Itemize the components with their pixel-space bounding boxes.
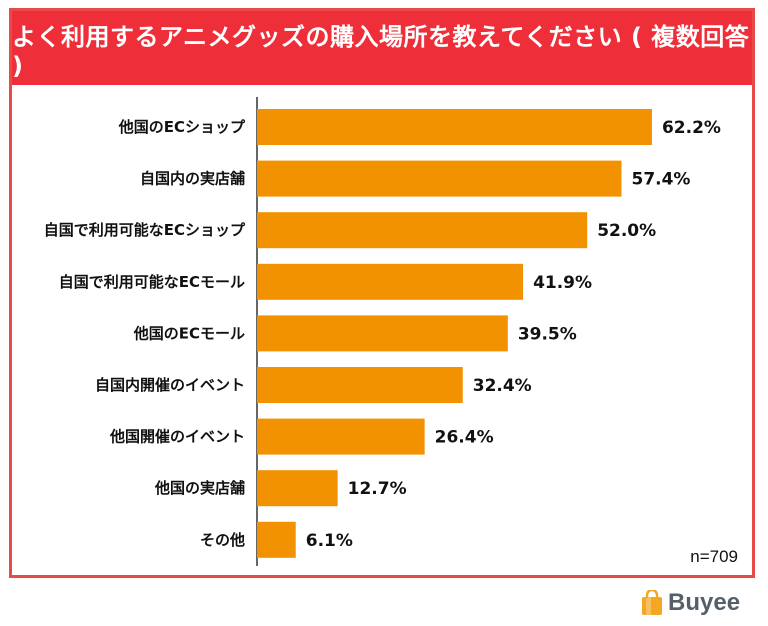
value-label: 12.7% xyxy=(348,479,407,499)
bar xyxy=(257,418,425,455)
bar xyxy=(257,367,463,403)
category-label: 他国のECモール xyxy=(133,324,245,342)
category-label: 他国の実店舗 xyxy=(154,479,245,497)
category-label: 他国のECショップ xyxy=(118,118,246,136)
bar xyxy=(257,521,296,558)
value-label: 57.4% xyxy=(631,170,690,190)
category-label: 自国で利用可能なECモール xyxy=(59,273,245,291)
sample-size-note: n=709 xyxy=(690,547,738,566)
bar xyxy=(257,109,652,145)
value-label: 41.9% xyxy=(533,273,592,293)
value-label: 32.4% xyxy=(473,376,532,396)
buyee-logo: Buyee xyxy=(640,588,740,618)
value-label: 62.2% xyxy=(662,118,721,138)
shopping-bag-icon xyxy=(642,590,662,615)
category-label: その他 xyxy=(200,531,245,549)
brand-name: Buyee xyxy=(668,589,741,616)
category-label: 自国内の実店舗 xyxy=(140,170,245,188)
chart-title: よく利用するアニメグッズの購入場所を教えてください ( 複数回答 ) xyxy=(12,11,752,85)
value-label: 52.0% xyxy=(597,221,656,241)
value-label: 6.1% xyxy=(306,531,353,551)
bar xyxy=(257,212,588,249)
chart-frame: よく利用するアニメグッズの購入場所を教えてください ( 複数回答 ) n=709 xyxy=(9,8,755,578)
bar xyxy=(257,263,524,300)
category-label: 自国で利用可能なECショップ xyxy=(44,221,246,239)
bar xyxy=(257,315,508,352)
value-label: 39.5% xyxy=(518,324,577,344)
bar xyxy=(257,470,338,507)
category-label: 自国内開催のイベント xyxy=(95,376,245,394)
category-label: 他国開催のイベント xyxy=(109,428,245,446)
bar xyxy=(257,160,622,197)
value-label: 26.4% xyxy=(435,428,494,448)
